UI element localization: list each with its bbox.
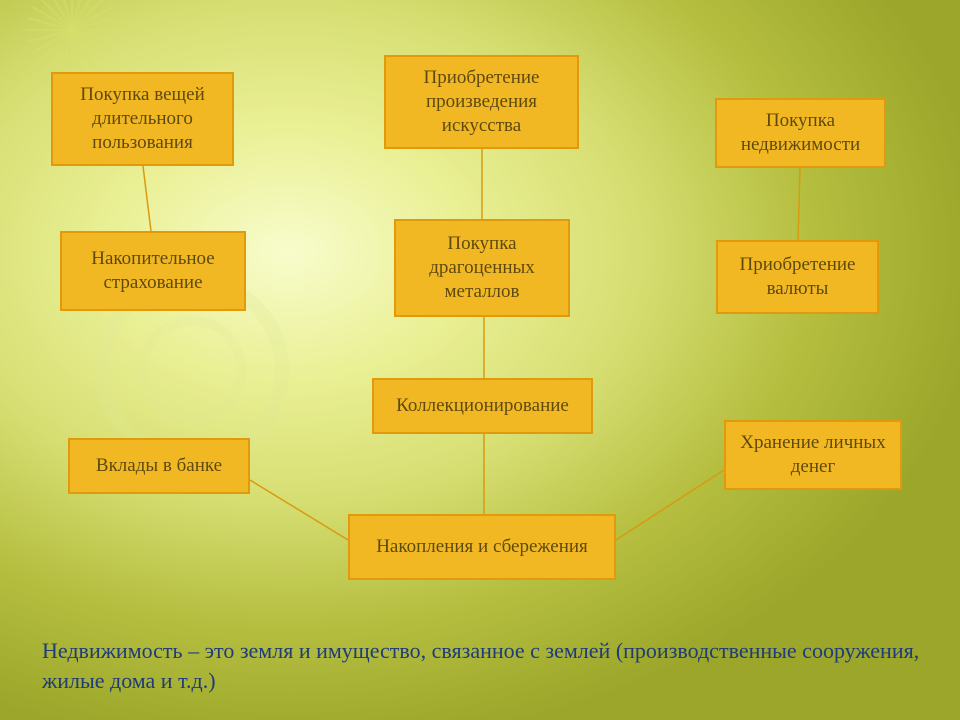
node-n4: Накопительное страхование bbox=[60, 231, 246, 311]
node-n9: Хранение личных денег bbox=[724, 420, 902, 490]
node-n5: Покупка драгоценных металлов bbox=[394, 219, 570, 317]
node-n6: Приобретение валюты bbox=[716, 240, 879, 314]
node-n7: Коллекционирование bbox=[372, 378, 593, 434]
node-n1: Покупка вещей длительного пользования bbox=[51, 72, 234, 166]
node-n8: Вклады в банке bbox=[68, 438, 250, 494]
node-n3: Покупка недвижимости bbox=[715, 98, 886, 168]
node-n2: Приобретение произведения искусства bbox=[384, 55, 579, 149]
node-n10: Накопления и сбережения bbox=[348, 514, 616, 580]
caption-text: Недвижимость – это земля и имущество, св… bbox=[42, 636, 930, 695]
